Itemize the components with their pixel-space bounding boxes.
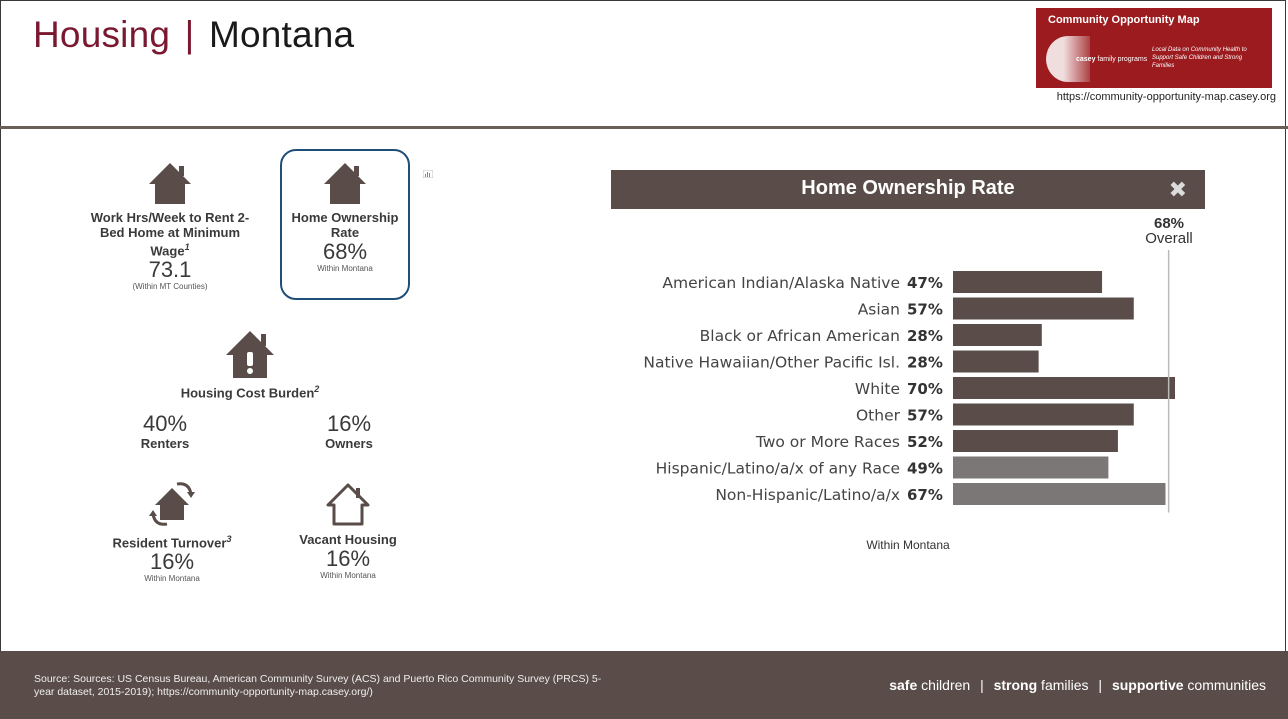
house-alert-icon (226, 331, 274, 378)
tile-cost-burden: Housing Cost Burden2 (100, 328, 400, 400)
tile-label: Housing Cost Burden2 (180, 384, 320, 401)
bar[interactable] (953, 430, 1118, 452)
logo-tagline: Local Data on Community Health to Suppor… (1152, 47, 1247, 69)
header-divider (0, 126, 1288, 129)
bar[interactable] (953, 297, 1134, 320)
value-label: 28% (907, 327, 943, 345)
close-icon[interactable]: ✖ (1168, 177, 1187, 202)
owners-value: 16% (326, 411, 372, 436)
chart-scope-note: Within Montana (866, 538, 950, 552)
tile-value: 16% (149, 549, 195, 575)
house-icon (149, 163, 191, 204)
category-label: Other (856, 407, 901, 425)
source-url[interactable]: https://community-opportunity-map.casey.… (1056, 91, 1276, 103)
logo-title: Community Opportunity Map (1048, 14, 1200, 26)
chart-title: Home Ownership Rate (801, 177, 1015, 199)
category-label: American Indian/Alaska Native (662, 274, 900, 292)
value-label: 57% (907, 301, 943, 319)
value-label: 57% (907, 407, 943, 425)
selected-tile-outline (280, 149, 410, 300)
value-label: 47% (907, 274, 943, 292)
tile-sub: Within Montana (317, 264, 373, 273)
bar[interactable] (953, 324, 1042, 346)
value-label: 70% (907, 380, 943, 398)
tile-label: Work Hrs/Week to Rent 2-Bed Home at Mini… (90, 210, 250, 259)
overall-value: 68% (1153, 215, 1185, 232)
overall-reference-label: 68% Overall (1132, 216, 1206, 247)
tile-value: 73.1 (148, 257, 192, 283)
source-note: Source: Sources: US Census Bureau, Ameri… (34, 673, 602, 698)
footer-bar: Source: Sources: US Census Bureau, Ameri… (0, 651, 1288, 719)
owners-metric: 16% Owners (294, 411, 404, 452)
value-label: 67% (907, 486, 943, 504)
value-label: 52% (907, 433, 943, 451)
tile-vacant-housing: Vacant Housing 16% Within Montana (278, 480, 418, 580)
tile-sub: Within Montana (320, 571, 376, 580)
bar[interactable] (953, 377, 1175, 399)
value-label: 28% (907, 354, 943, 372)
tile-value: 68% (322, 239, 368, 264)
logo-brand: casey family programs (1076, 56, 1148, 63)
category-label: Non-Hispanic/Latino/a/x (715, 486, 900, 504)
title-separator: | (184, 14, 195, 55)
category-label: Native Hawaiian/Other Pacific Isl. (643, 354, 900, 372)
casey-logo: Community Opportunity Map casey family p… (1036, 8, 1272, 88)
bar[interactable] (953, 483, 1166, 505)
tile-label: Resident Turnover3 (112, 534, 232, 551)
renters-value: 40% (142, 411, 188, 436)
owners-label: Owners (325, 436, 373, 451)
footer-slogan: safe children | strong families | suppor… (889, 677, 1266, 693)
renters-label: Renters (140, 436, 190, 451)
tile-sub: (Within MT Counties) (132, 282, 208, 292)
bar[interactable] (953, 456, 1109, 479)
tile-resident-turnover: Resident Turnover3 16% Within Montana (92, 480, 252, 583)
tile-sub: Within Montana (144, 574, 200, 584)
house-arrows-icon (149, 482, 195, 526)
title-state: Montana (208, 14, 355, 55)
house-outline-icon (326, 483, 370, 526)
page-title: Housing | Montana (33, 14, 354, 56)
category-label: White (855, 380, 900, 398)
tile-label: Vacant Housing (299, 532, 397, 547)
logo-swirl-icon (1046, 36, 1090, 82)
house-icon (324, 163, 366, 204)
chart-header: Home Ownership Rate ✖ (611, 170, 1205, 209)
value-label: 49% (907, 460, 943, 478)
category-label: Hispanic/Latino/a/x of any Race (656, 460, 900, 478)
tile-label: Home Ownership Rate (291, 210, 399, 240)
tile-work-hours: Work Hrs/Week to Rent 2-Bed Home at Mini… (80, 160, 260, 291)
category-label: Asian (858, 301, 900, 319)
chart-toggle-icon[interactable] (423, 170, 433, 178)
overall-text: Overall (1145, 230, 1193, 247)
bar[interactable] (953, 350, 1039, 373)
category-label: Black or African American (700, 327, 900, 345)
bar[interactable] (953, 271, 1103, 293)
tile-value: 16% (325, 546, 371, 571)
renters-metric: 40% Renters (110, 411, 220, 452)
bar[interactable] (953, 403, 1134, 426)
tile-home-ownership[interactable]: Home Ownership Rate 68% Within Montana (284, 160, 406, 273)
title-topic: Housing (33, 14, 171, 55)
category-label: Two or More Races (755, 433, 900, 451)
home-ownership-chart: American Indian/Alaska Native 47% Asian 57%… (643, 250, 1175, 513)
